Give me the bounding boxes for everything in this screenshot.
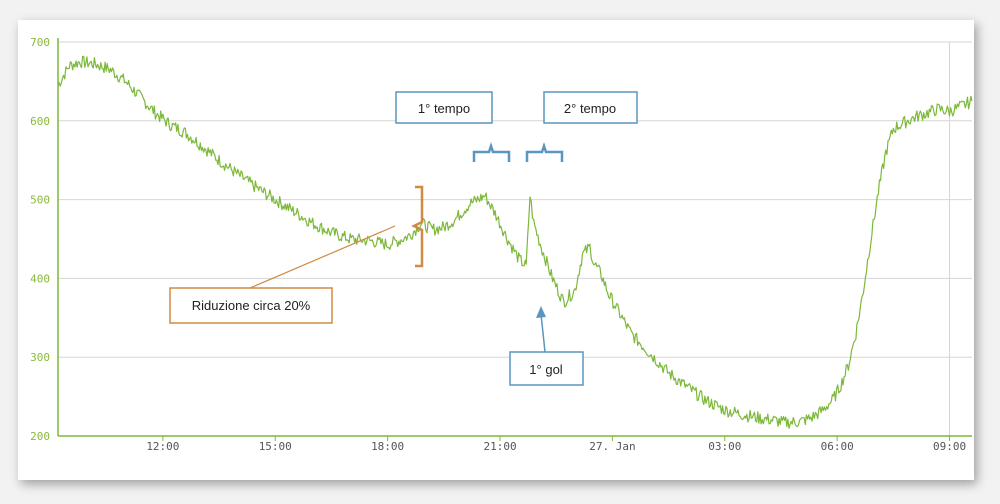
x-tick-label: 09:00 bbox=[933, 440, 966, 453]
riduzione-box bbox=[169, 287, 333, 324]
y-tick-label: 300 bbox=[30, 351, 50, 364]
primo-tempo-label: 1° tempo bbox=[418, 101, 470, 116]
y-tick-label: 500 bbox=[30, 194, 50, 207]
riduzione-leader bbox=[249, 225, 396, 289]
y-tick-labels: 200 300 400 500 600 700 bbox=[30, 36, 50, 443]
x-tick-label: 18:00 bbox=[371, 440, 404, 453]
series-layer bbox=[57, 55, 973, 429]
chart-frame bbox=[18, 20, 974, 480]
riduzione-bracket bbox=[411, 185, 424, 268]
x-tick-label: 03:00 bbox=[708, 440, 741, 453]
annotation-primo-gol: 1° gol bbox=[509, 306, 584, 386]
primo-gol-label: 1° gol bbox=[529, 362, 563, 377]
x-tick-label: 15:00 bbox=[259, 440, 292, 453]
annotation-secondo-tempo: 2° tempo bbox=[525, 91, 638, 162]
primo-gol-arrow-line bbox=[540, 313, 546, 353]
y-tick-label: 400 bbox=[30, 272, 50, 285]
y-tick-label: 200 bbox=[30, 430, 50, 443]
primo-tempo-bracket bbox=[472, 142, 511, 162]
x-tick-label: 12:00 bbox=[146, 440, 179, 453]
secondo-tempo-label: 2° tempo bbox=[564, 101, 616, 116]
y-tick-label: 600 bbox=[30, 115, 50, 128]
x-tick-label: 06:00 bbox=[821, 440, 854, 453]
riduzione-label: Riduzione circa 20% bbox=[192, 298, 311, 313]
x-tick-label: 27. Jan bbox=[589, 440, 635, 453]
x-tick-labels: 12:00 15:00 18:00 21:00 27. Jan 03:00 06:00 09:… bbox=[146, 440, 966, 453]
secondo-tempo-box bbox=[543, 91, 638, 124]
primo-gol-arrow-head bbox=[536, 306, 546, 318]
primo-tempo-box bbox=[395, 91, 493, 124]
primo-gol-box bbox=[509, 351, 584, 386]
x-tick-label: 21:00 bbox=[483, 440, 516, 453]
series-line bbox=[57, 55, 973, 429]
y-tick-label: 700 bbox=[30, 36, 50, 49]
annotation-primo-tempo: 1° tempo bbox=[395, 91, 511, 162]
axes bbox=[57, 38, 972, 441]
secondo-tempo-bracket bbox=[525, 142, 564, 162]
annotation-riduzione: Riduzione circa 20% bbox=[169, 185, 424, 324]
